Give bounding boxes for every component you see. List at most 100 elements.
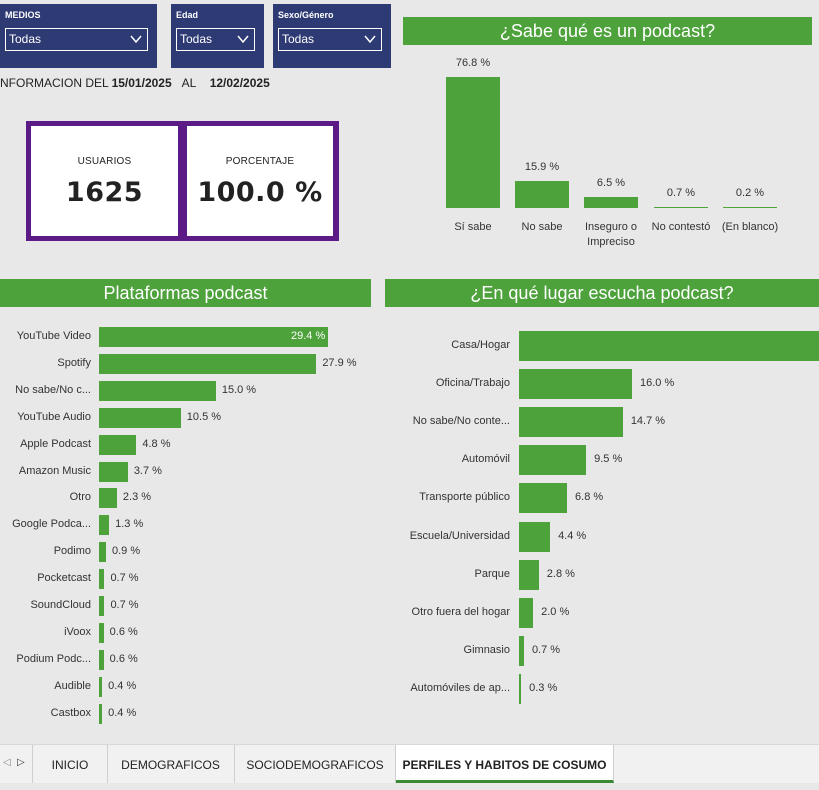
category-label: No sabe/No c... xyxy=(15,383,91,396)
data-label: 2.8 % xyxy=(546,567,575,580)
bar xyxy=(519,597,534,628)
category-label: YouTube Audio xyxy=(17,410,91,423)
bar xyxy=(99,542,106,563)
data-label: 6.5 % xyxy=(596,176,626,189)
data-label: 4.8 % xyxy=(142,437,171,450)
category-label: Inseguro o Impreciso xyxy=(585,221,637,248)
bar xyxy=(519,483,568,514)
bar xyxy=(99,596,105,616)
chevron-down-icon xyxy=(237,35,249,44)
chart-title-lugar: ¿En qué lugar escucha podcast? xyxy=(385,279,819,307)
chart-title-sabe-podcast: ¿Sabe qué es un podcast? xyxy=(403,17,812,45)
data-label: 6.8 % xyxy=(575,491,604,504)
category-label: Parque xyxy=(474,567,510,580)
bar xyxy=(519,369,632,400)
category-label: Spotify xyxy=(57,356,91,369)
category-label: Transporte público xyxy=(419,491,510,504)
tab-perfiles-habitos[interactable]: PERFILES Y HABITOS DE COSUMO xyxy=(396,745,614,783)
bar xyxy=(519,673,522,704)
bar xyxy=(99,703,103,724)
filter-edad: Edad Todas xyxy=(171,4,264,68)
data-label: 27.9 % xyxy=(322,356,357,369)
category-label: YouTube Video xyxy=(16,330,91,342)
bar xyxy=(99,434,137,455)
dropdown-value: Todas xyxy=(282,32,315,46)
sexo-dropdown[interactable]: Todas xyxy=(278,28,382,51)
bar xyxy=(99,327,328,347)
data-label: 0.7 % xyxy=(531,643,561,656)
bar xyxy=(519,407,623,438)
data-label: 0.7 % xyxy=(110,572,139,585)
category-label: No sabe/No conte... xyxy=(412,415,510,428)
date-range-info: NFORMACION DEL 15/01/2025 AL 12/02/2025 xyxy=(0,76,270,90)
data-label: 0.6 % xyxy=(109,652,138,665)
dropdown-value: Todas xyxy=(180,32,213,46)
data-label: 10.5 % xyxy=(186,410,222,423)
bar xyxy=(519,559,539,590)
tab-sociodemograficos[interactable]: SOCIODEMOGRAFICOS xyxy=(235,745,396,783)
kpi-value: 1625 xyxy=(65,177,144,208)
filter-medios: MEDIOS Todas xyxy=(0,4,157,68)
category-label: No contestó xyxy=(651,221,711,233)
category-label: Podium Podc... xyxy=(16,652,91,665)
data-label: 0.7 % xyxy=(110,599,139,611)
medios-dropdown[interactable]: Todas xyxy=(5,28,148,51)
category-label: Otro xyxy=(69,491,91,504)
next-page-icon[interactable]: ▷ xyxy=(17,757,25,768)
data-label: 76.8 % xyxy=(455,57,491,69)
category-label: Google Podca... xyxy=(12,518,91,531)
edad-dropdown[interactable]: Todas xyxy=(176,28,255,51)
data-label: 0.4 % xyxy=(108,706,137,719)
data-label: 0.4 % xyxy=(108,679,137,692)
category-label: iVoox xyxy=(64,625,91,638)
kpi-card-porcentaje: PORCENTAJE 100.0 % xyxy=(187,126,333,236)
category-label: Escuela/Universidad xyxy=(409,529,510,542)
category-label: Audible xyxy=(54,679,91,692)
bar xyxy=(99,488,117,509)
data-label: 2.3 % xyxy=(122,491,152,504)
data-label: 1.3 % xyxy=(115,518,144,531)
data-label: 0.6 % xyxy=(109,625,138,638)
info-date-from: 15/01/2025 xyxy=(111,76,172,90)
kpi-frame: USUARIOS 1625 PORCENTAJE 100.0 % xyxy=(26,121,339,241)
dropdown-value: Todas xyxy=(9,32,42,46)
category-label: (En blanco) xyxy=(721,221,779,233)
kpi-card-usuarios: USUARIOS 1625 xyxy=(31,126,178,236)
bar xyxy=(519,445,587,476)
data-label: 9.5 % xyxy=(594,453,623,466)
category-label: No sabe xyxy=(521,221,563,233)
category-label: Otro fuera del hogar xyxy=(411,605,510,618)
bar xyxy=(99,515,110,536)
category-label: Pocketcast xyxy=(37,572,91,585)
data-label: 14.7 % xyxy=(630,415,666,428)
bar xyxy=(519,331,819,361)
category-label: SoundCloud xyxy=(30,599,91,611)
tab-inicio[interactable]: INICIO xyxy=(32,745,108,783)
category-label: Podimo xyxy=(53,545,91,558)
filter-label: MEDIOS xyxy=(5,10,41,20)
data-label: 0.7 % xyxy=(666,186,696,199)
category-label: Oficina/Trabajo xyxy=(435,377,510,390)
bar xyxy=(584,196,638,208)
category-label: Automóviles de ap... xyxy=(410,681,510,694)
data-label: 0.2 % xyxy=(735,187,765,199)
tab-demograficos[interactable]: DEMOGRAFICOS xyxy=(107,745,235,783)
category-label: Amazon Music xyxy=(18,464,91,477)
bar xyxy=(99,461,128,482)
info-prefix: NFORMACION DEL xyxy=(0,76,109,90)
category-label: Castbox xyxy=(50,706,91,719)
bar xyxy=(99,649,104,670)
data-label: 2.0 % xyxy=(541,605,570,618)
data-label: 4.4 % xyxy=(558,529,587,542)
chevron-down-icon xyxy=(130,35,142,44)
prev-page-icon[interactable]: ◁ xyxy=(3,757,11,768)
category-label: Automóvil xyxy=(461,453,510,466)
data-label: 0.3 % xyxy=(529,681,558,694)
bar xyxy=(99,622,104,643)
bar xyxy=(99,407,181,428)
category-label: Casa/Hogar xyxy=(451,339,510,351)
chart-title-plataformas: Plataformas podcast xyxy=(0,279,371,307)
category-label: Sí sabe xyxy=(454,221,492,233)
data-label: 15.0 % xyxy=(221,383,257,396)
data-label: 29.4 % xyxy=(291,330,326,342)
